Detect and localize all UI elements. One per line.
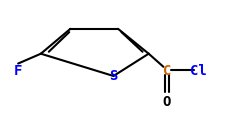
Text: S: S bbox=[109, 69, 118, 83]
Text: O: O bbox=[163, 95, 171, 109]
Text: C: C bbox=[163, 64, 171, 78]
Text: Cl: Cl bbox=[190, 64, 207, 78]
Text: F: F bbox=[14, 64, 22, 78]
